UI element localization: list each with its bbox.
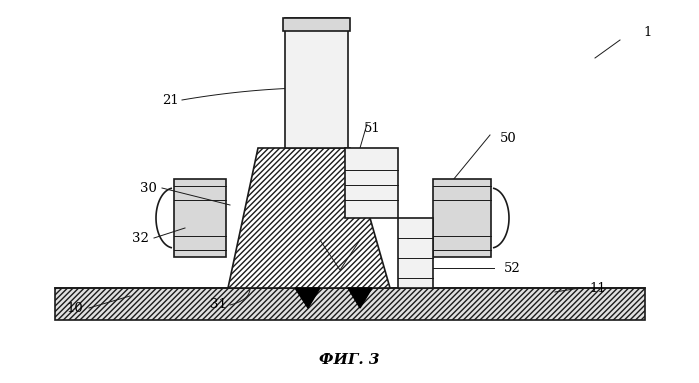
Polygon shape xyxy=(398,218,433,288)
Text: 50: 50 xyxy=(500,131,517,144)
Bar xyxy=(285,18,348,148)
Text: 21: 21 xyxy=(161,93,178,106)
Polygon shape xyxy=(348,288,372,308)
Bar xyxy=(433,179,491,257)
Polygon shape xyxy=(228,148,390,288)
Text: ФИГ. 3: ФИГ. 3 xyxy=(319,353,380,367)
Text: 30: 30 xyxy=(140,182,157,195)
Text: 11: 11 xyxy=(590,282,606,295)
Bar xyxy=(283,18,350,31)
Polygon shape xyxy=(295,288,320,308)
Bar xyxy=(345,148,398,218)
Text: 52: 52 xyxy=(503,262,520,275)
Text: 10: 10 xyxy=(66,301,83,314)
Text: 51: 51 xyxy=(363,121,380,134)
Text: 32: 32 xyxy=(131,231,148,244)
Bar xyxy=(174,179,226,257)
Text: 1: 1 xyxy=(644,26,652,39)
Text: 31: 31 xyxy=(210,298,226,311)
Bar xyxy=(55,288,645,320)
